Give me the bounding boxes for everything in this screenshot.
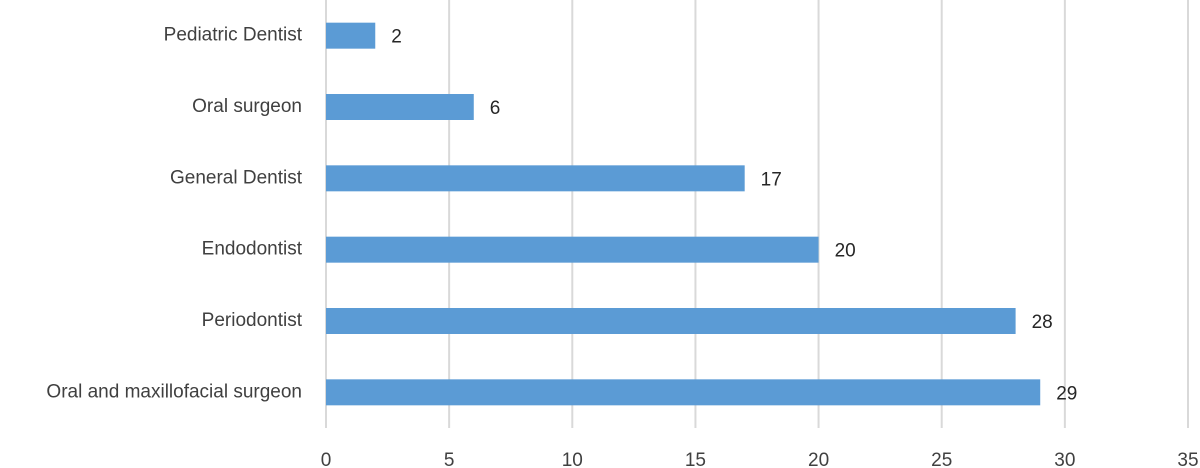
y-tick-label: General Dentist	[170, 167, 303, 188]
y-tick-label: Pediatric Dentist	[164, 25, 303, 46]
bar	[326, 236, 819, 263]
data-label: 6	[490, 98, 501, 119]
x-tick-label: 10	[562, 450, 583, 468]
x-tick-label: 30	[1054, 450, 1075, 468]
x-tick-label: 5	[444, 450, 455, 468]
bar	[326, 308, 1016, 334]
data-label: 17	[761, 169, 782, 190]
y-tick-label: Endodontist	[202, 239, 303, 260]
y-tick-label: Oral and maxillofacial surgeon	[46, 381, 302, 402]
x-tick-label: 20	[808, 450, 829, 468]
y-tick-label: Oral surgeon	[192, 96, 302, 117]
data-label: 28	[1032, 312, 1053, 333]
data-label: 20	[835, 241, 856, 262]
x-tick-label: 35	[1177, 450, 1198, 468]
bar	[326, 94, 474, 120]
bar	[326, 379, 1041, 406]
x-tick-label: 25	[931, 450, 952, 468]
y-tick-label: Periodontist	[202, 310, 303, 331]
bar	[326, 165, 745, 192]
x-tick-label: 0	[321, 450, 332, 468]
data-label: 2	[391, 27, 402, 48]
x-tick-label: 15	[685, 450, 706, 468]
bar	[326, 22, 376, 49]
data-label: 29	[1056, 383, 1077, 404]
